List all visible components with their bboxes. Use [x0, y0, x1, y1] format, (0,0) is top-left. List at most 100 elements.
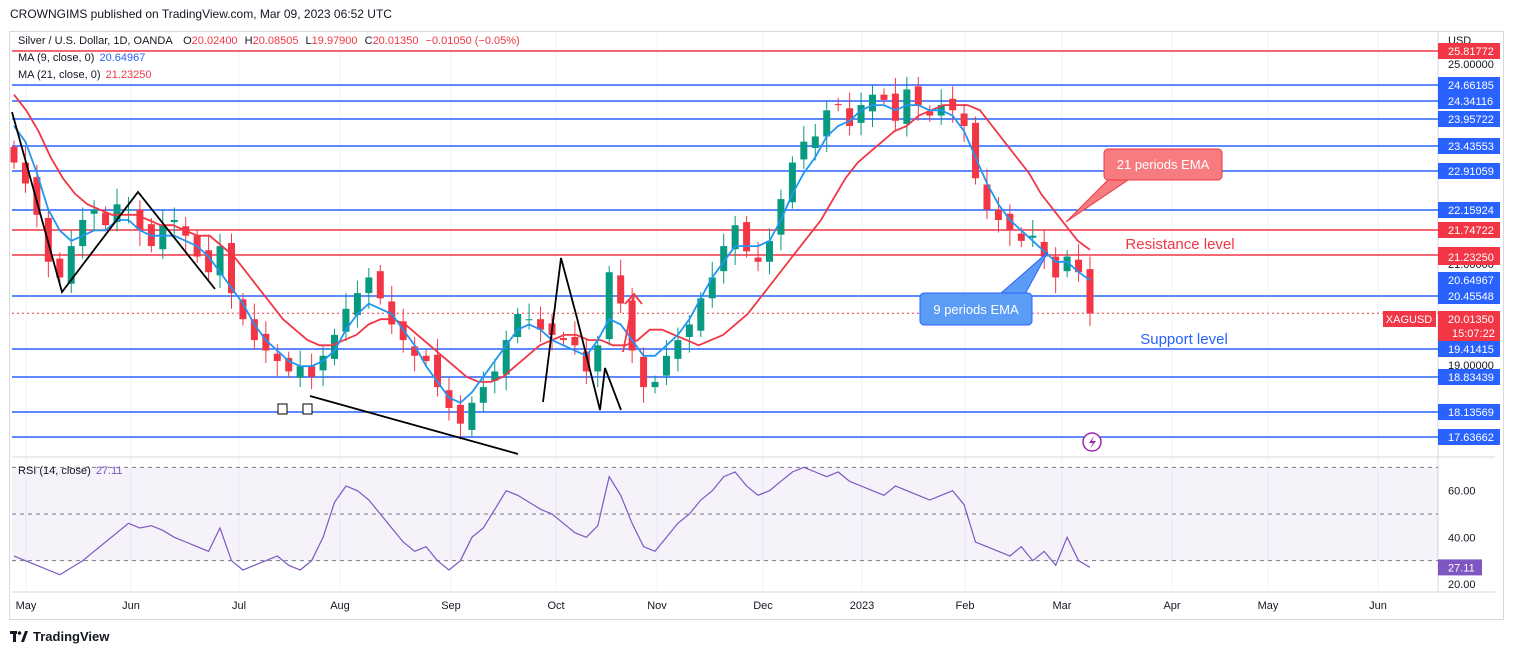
- candle-body: [754, 257, 762, 262]
- ema21-callout-pointer: [1065, 179, 1130, 223]
- candle-body: [983, 184, 991, 210]
- up-arrow-shaft: [622, 295, 635, 353]
- candle-body: [994, 209, 1002, 220]
- ma9-line: [13, 104, 1091, 404]
- price-level-tag: [1438, 404, 1500, 420]
- price-level-tag-text: 21.74722: [1448, 225, 1494, 237]
- time-axis-label: Jul: [232, 600, 246, 612]
- symbol-tag-text: XAGUSD: [1386, 314, 1433, 326]
- candle-body: [525, 319, 533, 321]
- legend-high-key: H: [244, 35, 253, 47]
- rsi-tick-label: 40.00: [1448, 532, 1476, 544]
- ema9-callout-text: 9 periods EMA: [933, 302, 1019, 317]
- candle-body: [708, 277, 716, 299]
- candle-body: [250, 319, 258, 341]
- candle-body: [960, 113, 968, 126]
- candle-body: [926, 111, 934, 116]
- candle-body: [846, 108, 854, 126]
- candle-body: [170, 220, 178, 223]
- candle-body: [743, 222, 751, 252]
- candle-body: [880, 94, 888, 100]
- price-level-tag: [1438, 111, 1500, 127]
- candle-body: [582, 351, 590, 372]
- candle-body: [124, 209, 132, 211]
- price-level-tag-text: 18.83439: [1448, 372, 1494, 384]
- legend-ma21: MA (21, close, 0) 21.23250: [18, 69, 152, 81]
- legend-ma21-label: MA (21, close, 0): [18, 69, 101, 81]
- price-level-tag-text: 24.66185: [1448, 80, 1494, 92]
- last-price-text: 20.01350: [1448, 314, 1494, 326]
- price-axis: USD25.0000021.0000019.0000018.0000025.81…: [1383, 35, 1500, 591]
- time-axis-label: Sep: [441, 600, 461, 612]
- candle-body: [273, 353, 281, 361]
- user-drawings: [11, 111, 643, 455]
- candle-body: [788, 162, 796, 203]
- legend-open-key: O: [183, 35, 192, 47]
- rsi-value-tag-text: 27.11: [1448, 562, 1475, 574]
- candle-body: [731, 225, 739, 250]
- candle-body: [685, 324, 693, 337]
- candle-body: [113, 204, 121, 223]
- pattern-marker-box: [277, 403, 288, 415]
- candle-body: [640, 356, 648, 388]
- candle-body: [1006, 213, 1014, 231]
- up-arrow-head: [624, 292, 643, 305]
- legend-ma9: MA (9, close, 0) 20.64967: [18, 52, 145, 64]
- time-axis: May Jun Jul Aug Sep Oct Nov Dec 2023 Feb Mar Apr May…: [16, 600, 1387, 612]
- candle-body: [308, 366, 316, 377]
- legend-ma9-value: 20.64967: [99, 52, 146, 64]
- time-axis-label: Apr: [1163, 600, 1180, 612]
- candle-body: [651, 381, 659, 388]
- rsi-tick-label: 60.00: [1448, 486, 1476, 498]
- candle-body: [411, 346, 419, 356]
- legend-rsi-label: RSI (14, close): [18, 465, 91, 477]
- candle-body: [514, 314, 522, 337]
- price-level-tag-text: 20.45548: [1448, 291, 1494, 303]
- time-axis-label: May: [1258, 600, 1279, 612]
- candle-body: [777, 199, 785, 235]
- price-level-tag-text: 23.43553: [1448, 141, 1494, 153]
- candle-body: [502, 340, 510, 375]
- candle-body: [479, 387, 487, 403]
- legend-rsi-value: 27.11: [95, 465, 123, 477]
- chart-frame[interactable]: [9, 31, 1504, 620]
- legend-ohlc: Silver / U.S. Dollar, 1D, OANDA O20.0240…: [18, 35, 520, 47]
- price-level-tag: [1438, 202, 1500, 218]
- publish-header: CROWNGIMS published on TradingView.com, …: [10, 7, 392, 21]
- candle-body: [434, 354, 442, 388]
- rsi-line: [13, 466, 1091, 576]
- price-level-tag-text: 25.81772: [1448, 46, 1494, 58]
- candle-body: [136, 209, 144, 231]
- candle-body: [262, 333, 270, 351]
- zigzag-pattern-right: [542, 257, 622, 411]
- candle-body: [914, 86, 922, 106]
- candle-body: [388, 301, 396, 325]
- candle-body: [571, 336, 579, 346]
- legend-open-value: 20.02400: [191, 35, 238, 47]
- candle-body: [1075, 259, 1083, 273]
- symbol-tag: [1383, 311, 1436, 327]
- moving-averages: [13, 94, 1091, 404]
- candle-body: [319, 355, 327, 371]
- candle-body: [90, 209, 98, 214]
- ma-value-tag-text: 20.64967: [1448, 275, 1494, 287]
- candle-body: [1029, 235, 1037, 238]
- candle-body: [445, 390, 453, 408]
- candle-body: [422, 355, 430, 361]
- price-level-tag: [1438, 77, 1500, 93]
- candlestick-series: [10, 76, 1094, 440]
- candle-body: [834, 104, 842, 106]
- price-tick-label: 25.00000: [1448, 59, 1494, 71]
- price-level-tag: [1438, 43, 1500, 59]
- candle-body: [468, 402, 476, 430]
- candle-body: [10, 146, 18, 163]
- legend-rsi: RSI (14, close) 27.11: [18, 465, 123, 477]
- price-level-tag: [1438, 341, 1500, 357]
- candle-body: [720, 246, 728, 272]
- pattern-marker-box: [302, 403, 313, 415]
- candle-body: [903, 89, 911, 124]
- candle-body: [205, 250, 213, 273]
- rsi-value-tag: [1438, 559, 1482, 576]
- candle-body: [79, 220, 87, 247]
